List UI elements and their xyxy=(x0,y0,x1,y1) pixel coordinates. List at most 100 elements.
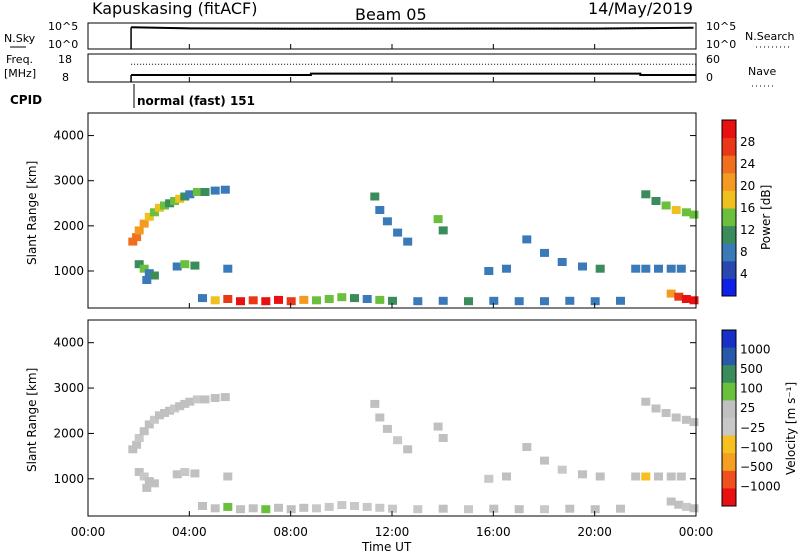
power-cells-cell-33 xyxy=(484,267,494,275)
velocity-cells-cell-31 xyxy=(438,434,448,442)
velocity-panel: 1000 2000 3000 4000 Slant Range [km] xyxy=(25,319,699,517)
velocity-cells-cell-50 xyxy=(689,418,699,427)
power-cbar-ticks-label-1: 8 xyxy=(740,245,748,259)
power-cbar-seg-9 xyxy=(722,120,736,139)
power-cells-cell-5 xyxy=(149,208,159,217)
power-cells-cell-79 xyxy=(689,296,699,305)
velocity-cells-cell-52 xyxy=(210,504,220,513)
velocity-cells-cell-35 xyxy=(522,443,532,451)
velocity-cells-cell-27 xyxy=(375,413,385,422)
power-cells-cell-32 xyxy=(433,215,443,224)
velocity-cells-cell-69 xyxy=(464,505,473,514)
freq-tick-low: 8 xyxy=(62,71,69,84)
power-cells-cell-56 xyxy=(261,297,271,306)
velocity-cells-cell-9 xyxy=(170,404,180,413)
xtick-label-6: 00:00 xyxy=(679,525,714,539)
velocity-cells-cell-29 xyxy=(393,436,403,445)
velocity-cells-cell-54 xyxy=(236,505,245,514)
velocity-cbar-seg-8 xyxy=(722,470,736,489)
velocity-cells-cell-30 xyxy=(403,445,413,454)
velocity-cells-cell-37 xyxy=(557,465,567,474)
power-cells-cell-72 xyxy=(540,297,549,306)
noise-line-0 xyxy=(131,26,694,30)
power-cells-cell-61 xyxy=(324,295,334,303)
power-cells-cell-65 xyxy=(375,295,385,304)
frequency-panel: Freq. [MHz] 18 8 60 0 Nave xyxy=(4,53,776,87)
power-cells-cell-3 xyxy=(139,219,149,228)
velocity-frame xyxy=(87,319,697,517)
power-cells-cell-62 xyxy=(337,293,347,302)
power-cbar-seg-1 xyxy=(722,260,736,279)
power-ylabel: Slant Range [km] xyxy=(25,161,39,265)
power-cells-cell-15 xyxy=(210,186,220,195)
velocity-cells-cell-8 xyxy=(165,406,175,415)
velocity-cells-cell-51 xyxy=(198,502,207,510)
power-cells-cell-46 xyxy=(651,197,661,205)
velocity-cells-cell-21 xyxy=(142,483,152,492)
power-cbar-seg-7 xyxy=(722,155,736,174)
velocity-yticks: 1000 2000 3000 4000 xyxy=(53,336,696,486)
power-cbar-seg-8 xyxy=(722,137,736,156)
velocity-cells-cell-73 xyxy=(565,504,575,513)
xtick-label-5: 20:00 xyxy=(577,525,612,539)
velocity-cells-cell-72 xyxy=(540,505,549,514)
velocity-cells-cell-78 xyxy=(681,502,691,511)
power-cells-cell-53 xyxy=(223,295,233,303)
power-cells-cell-35 xyxy=(522,235,532,244)
power-cbar-ticks-label-5: 24 xyxy=(740,157,755,171)
velocity-cbar-ticks-label-2: 100 xyxy=(740,382,763,396)
velocity-cbar-ticks-label-1: 500 xyxy=(740,362,763,376)
power-cbar-ticks-label-2: 12 xyxy=(740,223,755,237)
time-axis-label: Time UT xyxy=(361,540,412,554)
power-cells-cell-4 xyxy=(144,212,154,221)
velocity-cells-cell-12 xyxy=(185,397,195,406)
power-cells-cell-78 xyxy=(681,295,691,303)
power-cells-cell-49 xyxy=(681,208,691,217)
power-cells-cell-77 xyxy=(674,292,684,301)
freq-unit: [MHz] xyxy=(4,67,36,80)
velocity-cells-cell-53 xyxy=(223,502,233,511)
radar-title: Kapuskasing (fitACF) xyxy=(92,0,257,18)
velocity-cells-cell-20 xyxy=(149,479,159,488)
power-cells-cell-57 xyxy=(274,295,283,304)
power-cells-cell-67 xyxy=(413,297,423,306)
velocity-cbar-ticks-label-5: −100 xyxy=(740,440,773,454)
nsearch-label: N.Search xyxy=(745,30,795,43)
power-cells-cell-43 xyxy=(666,264,676,273)
power-cells-cell-31 xyxy=(438,226,448,235)
velocity-cbar-seg-5 xyxy=(722,418,736,437)
xtick-label-1: 04:00 xyxy=(172,525,207,539)
power-cells-cell-69 xyxy=(464,297,473,306)
power-cells-cell-60 xyxy=(312,296,321,305)
power-cells-cell-75 xyxy=(616,296,625,305)
power-yticks-label-1: 2000 xyxy=(53,219,84,233)
velocity-yticks-label-0: 1000 xyxy=(53,472,84,486)
power-yticks-label-3: 4000 xyxy=(53,129,84,143)
power-cells-cell-21 xyxy=(142,276,152,284)
velocity-cells-cell-39 xyxy=(595,472,605,481)
power-cells-cell-45 xyxy=(641,190,651,199)
power-cells-cell-16 xyxy=(220,185,230,194)
velocity-yticks-label-1: 2000 xyxy=(53,426,84,440)
velocity-cells-cell-26 xyxy=(370,399,380,408)
velocity-cells-cell-41 xyxy=(641,472,651,481)
power-cbar-ticks-label-6: 28 xyxy=(740,135,755,149)
power-cbar-seg-0 xyxy=(722,278,736,297)
power-cbar-seg-6 xyxy=(722,172,736,191)
power-cells-cell-9 xyxy=(170,197,180,205)
power-cells-cell-48 xyxy=(671,206,681,214)
power-cells-cell-71 xyxy=(514,297,524,306)
velocity-cells-cell-40 xyxy=(631,472,641,481)
power-cells-cell-41 xyxy=(641,264,651,273)
power-cells-cell-27 xyxy=(375,206,385,214)
velocity-cells-cell-32 xyxy=(433,422,443,431)
velocity-cells-cell-64 xyxy=(362,502,372,511)
power-yticks-label-2: 3000 xyxy=(53,174,84,188)
velocity-cells-cell-48 xyxy=(671,413,681,422)
noise-tick-high-left: 10^5 xyxy=(48,20,78,33)
power-cells-cell-24 xyxy=(190,261,200,270)
power-cells-cell-44 xyxy=(676,264,686,273)
velocity-cells xyxy=(128,393,699,514)
power-cells-cell-28 xyxy=(382,217,392,226)
velocity-cbar-ticks-label-0: 1000 xyxy=(740,343,771,357)
